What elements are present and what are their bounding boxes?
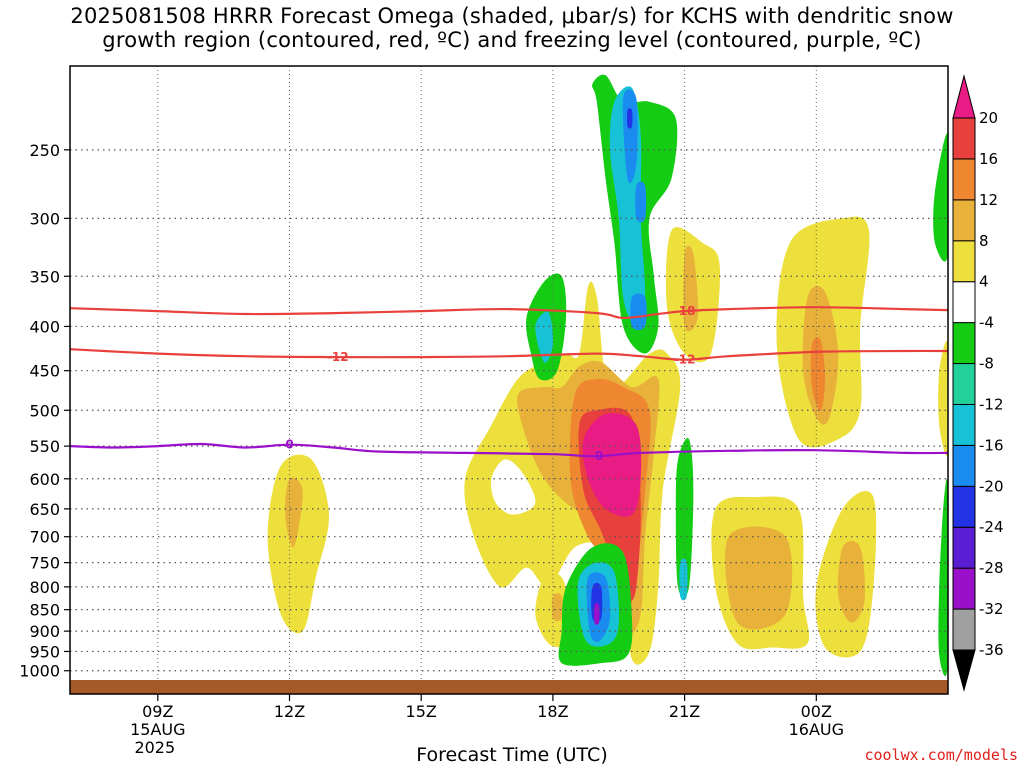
omega-region-28	[679, 558, 688, 601]
omega-region-13	[810, 337, 826, 411]
colorbar-label-0: -36	[979, 641, 1004, 659]
omega-region-15	[725, 526, 793, 630]
omega-region-25	[630, 293, 647, 331]
colorbar-over-triangle	[952, 74, 976, 119]
colorbar-bin-0	[952, 608, 976, 651]
colorbar-label-1: -32	[979, 600, 1004, 618]
chart-title-line2: growth region (contoured, red, ºC) and f…	[102, 28, 922, 52]
colorbar-bin-5	[952, 403, 976, 446]
omega-region-18	[938, 341, 948, 457]
omega-region-26	[626, 108, 633, 129]
temperature-contours: -18 -12 -12 0 0	[70, 304, 948, 463]
chart-title-line1: 2025081508 HRRR Forecast Omega (shaded, …	[70, 4, 954, 28]
x-tick-date-24: 16AUG	[789, 720, 844, 739]
contour-dendritic-0	[70, 306, 948, 320]
x-tick-label-15: 15Z	[406, 702, 437, 721]
x-tick-date-9: 15AUG	[130, 720, 185, 739]
colorbar-label-3: -24	[979, 518, 1004, 536]
x-tick-label-24: 00Z	[801, 702, 832, 721]
y-tick-label-900: 900	[29, 622, 60, 641]
contour-label-3: 0	[285, 438, 293, 452]
y-tick-label-600: 600	[29, 470, 60, 489]
colorbar-label-4: -20	[979, 477, 1004, 495]
colorbar-bin-1	[952, 567, 976, 610]
y-tick-label-550: 550	[29, 437, 60, 456]
y-tick-label-800: 800	[29, 578, 60, 597]
colorbar-label-8: -4	[979, 314, 994, 332]
omega-region-4	[551, 593, 563, 622]
y-tick-label-1000: 1000	[19, 662, 60, 681]
y-tick-label-650: 650	[29, 500, 60, 519]
omega-region-24	[635, 181, 647, 223]
omega-region-34	[933, 133, 948, 262]
colorbar-bin-12	[952, 117, 976, 160]
colorbar-label-10: 8	[979, 232, 989, 250]
omega-region-32	[591, 582, 603, 623]
colorbar-label-11: 12	[979, 191, 998, 209]
colorbar-under-triangle	[952, 649, 976, 692]
y-tick-label-500: 500	[29, 401, 60, 420]
omega-region-17	[837, 540, 866, 623]
contour-label-0: -18	[674, 304, 696, 318]
pressure-axis: 250 300 350 400 450 500 550 600 650 700 750 800 850 9…	[19, 141, 70, 681]
omega-region-0	[267, 454, 330, 634]
y-tick-label-300: 300	[29, 209, 60, 228]
grid-lines	[70, 66, 948, 680]
x-axis-title: Forecast Time (UTC)	[416, 744, 608, 766]
contour-label-2: -12	[674, 353, 696, 367]
y-tick-label-350: 350	[29, 267, 60, 286]
omega-region-27	[675, 438, 694, 598]
omega-region-33	[594, 603, 600, 625]
x-tick-label-18: 18Z	[537, 702, 568, 721]
colorbar-label-6: -12	[979, 395, 1004, 413]
contour-dendritic-1	[70, 348, 948, 361]
colorbar-bin-9	[952, 240, 976, 283]
colorbar-bin-2	[952, 526, 976, 569]
colorbar-bin-3	[952, 485, 976, 528]
site-credit[interactable]: coolwx.com/models	[864, 746, 1018, 764]
colorbar-bin-4	[952, 444, 976, 487]
colorbar-label-9: 4	[979, 273, 989, 291]
contour-freezing-3	[70, 442, 948, 458]
colorbar-label-12: 16	[979, 150, 998, 168]
omega-region-35	[938, 478, 948, 677]
contour-label-1: -12	[327, 350, 349, 364]
colorbar-bin-7	[952, 322, 976, 365]
omega-region-23	[622, 89, 638, 184]
x-tick-label-12: 12Z	[274, 702, 305, 721]
omega-region-20	[535, 311, 554, 363]
contour-label-4: 0	[595, 449, 603, 463]
colorbar-label-5: -16	[979, 436, 1004, 454]
colorbar-bin-10	[952, 199, 976, 242]
x-tick-year-9: 2025	[134, 738, 175, 757]
y-tick-label-400: 400	[29, 317, 60, 336]
x-tick-label-9: 09Z	[142, 702, 173, 721]
colorbar-bin-11	[952, 158, 976, 201]
colorbar-bin-8	[952, 281, 976, 324]
colorbar: -36 -32 -28 -24 -20 -16 -12 -8 -4 4 8 12 16 20	[952, 74, 1004, 692]
omega-shading	[267, 74, 948, 677]
colorbar-label-7: -8	[979, 355, 994, 373]
y-tick-label-250: 250	[29, 141, 60, 160]
colorbar-label-13: 20	[979, 109, 998, 127]
ground-bar	[70, 680, 948, 694]
y-tick-label-750: 750	[29, 554, 60, 573]
colorbar-bin-6	[952, 363, 976, 405]
y-tick-label-850: 850	[29, 601, 60, 620]
y-tick-label-950: 950	[29, 642, 60, 661]
chart-title: 2025081508 HRRR Forecast Omega (shaded, …	[0, 4, 1024, 52]
colorbar-label-2: -28	[979, 559, 1004, 577]
y-tick-label-700: 700	[29, 528, 60, 547]
y-tick-label-450: 450	[29, 362, 60, 381]
omega-region-8	[582, 413, 642, 517]
x-tick-label-21: 21Z	[669, 702, 700, 721]
plot-frame	[69, 65, 949, 695]
